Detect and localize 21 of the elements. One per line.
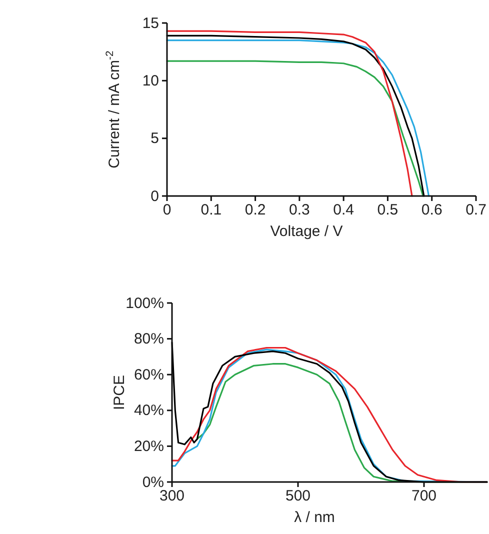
y-tick-label: 80% <box>134 330 164 348</box>
x-tick-label: 0.5 <box>377 202 398 219</box>
y-tick-label: 40% <box>134 402 164 420</box>
y-tick-label: 20% <box>134 438 164 455</box>
y-tick-label: 0 <box>150 188 159 205</box>
x-tick-label: 0.4 <box>333 202 354 219</box>
x-tick-label: 0.1 <box>200 202 222 219</box>
y-tick-label: 5 <box>150 130 159 148</box>
x-tick-label: 500 <box>285 488 311 505</box>
x-tick-label: 700 <box>411 488 437 505</box>
x-tick-label: 0.6 <box>421 202 442 219</box>
y-axis-title: IPCE <box>111 374 128 410</box>
y-tick-label: 60% <box>134 366 164 384</box>
x-tick-label: 0.7 <box>466 202 486 219</box>
x-axis-title: λ / nm <box>294 509 335 526</box>
y-tick-label: 15 <box>142 14 159 32</box>
x-axis-title: Voltage / V <box>270 223 343 240</box>
x-tick-label: 0.3 <box>289 202 310 219</box>
y-tick-label: 10 <box>142 72 159 90</box>
y-tick-label: 100% <box>126 294 164 312</box>
x-tick-label: 0.2 <box>244 202 266 219</box>
